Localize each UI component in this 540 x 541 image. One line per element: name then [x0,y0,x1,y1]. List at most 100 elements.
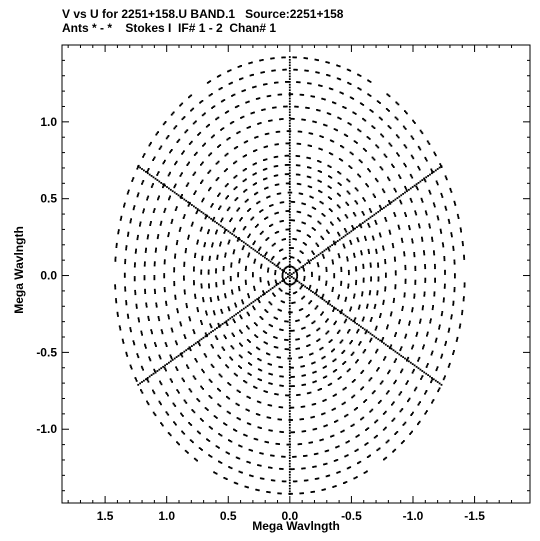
uv-point [311,491,314,493]
uv-point [409,433,411,435]
uv-point [200,283,203,286]
uv-point [344,455,347,458]
uv-point [211,345,214,348]
uv-point [315,290,318,293]
uv-point [273,165,276,168]
uv-point [163,261,166,263]
uv-point [402,125,405,128]
uv-point [298,192,301,195]
uv-point [415,183,418,186]
uv-point [353,252,355,255]
uv-point [318,189,320,192]
uv-point [346,370,349,373]
uv-point [286,164,288,166]
uv-point [196,210,198,213]
uv-point [375,248,377,251]
uv-point [336,309,339,311]
uv-point [275,81,278,84]
uv-point [380,133,382,136]
uv-point [153,156,156,159]
uv-point [209,186,212,189]
uv-point [288,183,291,186]
uv-point [184,400,187,403]
uv-point [115,301,118,304]
uv-point [438,387,441,390]
uv-point [444,344,447,346]
uv-point [307,259,310,262]
uv-point [167,235,170,238]
uv-point [353,477,356,480]
uv-point [286,210,289,212]
uv-point [239,310,241,313]
uv-point [121,338,124,341]
uv-point [362,316,365,319]
uv-point [268,195,271,198]
uv-point [429,321,432,324]
uv-point [267,404,270,406]
uv-point [232,94,235,97]
uv-point [257,298,260,301]
uv-point [303,57,306,59]
uv-point [352,97,355,100]
uv-point [357,359,359,361]
uv-point [330,198,332,200]
uv-point [247,294,250,297]
uv-point [425,366,428,368]
uv-point [369,95,372,97]
uv-point [301,118,304,121]
uv-point [205,310,207,313]
uv-point [183,261,186,264]
uv-point [344,361,347,363]
uv-point [266,216,269,219]
uv-point [436,168,439,170]
uv-point [133,341,135,344]
uv-point [279,281,282,284]
uv-point [169,151,171,154]
uv-point [288,133,291,136]
uv-point [152,411,155,414]
uv-point [254,240,256,243]
uv-point [236,389,239,392]
uv-point [206,409,209,411]
uv-point [228,466,230,468]
uv-point [280,93,283,96]
uv-point [395,358,397,361]
uv-point [286,394,289,397]
uv-point [164,121,167,123]
uv-point [230,262,233,265]
uv-point [260,253,262,256]
uv-point [161,330,163,333]
uv-point [207,269,210,272]
uv-point [196,459,198,462]
uv-point [351,396,353,399]
uv-point [338,171,341,174]
uv-point [308,132,311,135]
uv-point [237,238,240,241]
uv-point [421,200,424,203]
uv-point [384,218,387,221]
uv-point [270,454,272,457]
uv-point [342,429,345,432]
uv-point [129,364,132,367]
uv-point [426,334,428,337]
uv-point [337,231,339,234]
uv-point [231,292,234,295]
uv-point [264,218,266,220]
uv-point [245,265,247,268]
uv-point [181,377,184,380]
uv-point [443,376,446,379]
uv-point [311,206,314,209]
uv-point [295,164,298,167]
uv-point [330,382,333,385]
uv-point [347,369,350,372]
uv-point [426,140,429,143]
uv-point [448,329,450,332]
uv-point [309,353,311,356]
uv-point [183,432,186,435]
uv-point [412,119,414,122]
uv-point [356,226,358,228]
uv-point [145,302,148,305]
uv-point [379,166,382,168]
uv-point [306,287,308,289]
uv-point [390,313,393,315]
